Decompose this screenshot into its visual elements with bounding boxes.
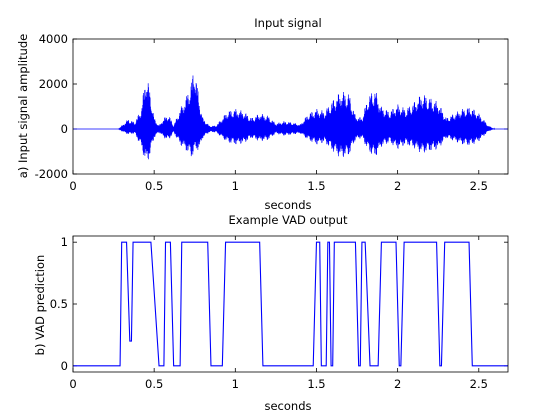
- x-tick-label: 0.5: [145, 377, 163, 391]
- y-tick-label: 0: [61, 122, 68, 136]
- input-signal-chart: Input signal 0 0.5 1 1.5 2 2.5 -2000020004000…: [16, 16, 509, 212]
- x-tick-label: 2: [394, 179, 401, 193]
- series-line: [73, 241, 508, 367]
- x-tick-label: 1: [232, 377, 239, 391]
- y-tick-label: 4000: [39, 32, 68, 46]
- y-tick-label: 0.5: [50, 297, 68, 311]
- x-tick-label: 0: [69, 179, 76, 193]
- x-tick-label: 0: [69, 377, 76, 391]
- plot-area: [73, 75, 508, 160]
- x-tick-label: 1.5: [307, 377, 325, 391]
- x-tick-label: 1: [232, 179, 239, 193]
- y-axis-label: a) Input signal amplitude: [16, 34, 30, 178]
- axes-frame: [72, 235, 509, 373]
- y-tick-label: 0: [61, 359, 68, 373]
- x-tick-label: 1.5: [307, 179, 325, 193]
- vad-output-chart: Example VAD output 0 0.5 1 1.5 2 2.5 0 0.5 1 se…: [33, 213, 509, 413]
- x-axis-label: seconds: [264, 399, 311, 413]
- y-axis-label: b) VAD prediction: [33, 255, 47, 356]
- x-tick-label: 2.5: [470, 377, 488, 391]
- plot-area: [73, 241, 508, 367]
- y-axis: -2000 0 2000 4000: [35, 32, 508, 181]
- series-line: [73, 75, 508, 160]
- chart-title: Example VAD output: [229, 213, 348, 227]
- x-tick-label: 2: [394, 377, 401, 391]
- x-tick-label: 0.5: [145, 179, 163, 193]
- y-tick-label: 1: [61, 235, 68, 249]
- x-axis: 0 0.5 1 1.5 2 2.5: [69, 236, 488, 391]
- axes-frame: [72, 38, 509, 175]
- y-tick-label: 2000: [39, 77, 68, 91]
- x-axis-label: seconds: [264, 198, 311, 212]
- chart-title: Input signal: [254, 16, 321, 30]
- x-tick-label: 2.5: [470, 179, 488, 193]
- x-axis: 0 0.5 1 1.5 2 2.5: [69, 39, 488, 193]
- y-tick-label: -2000: [35, 167, 68, 181]
